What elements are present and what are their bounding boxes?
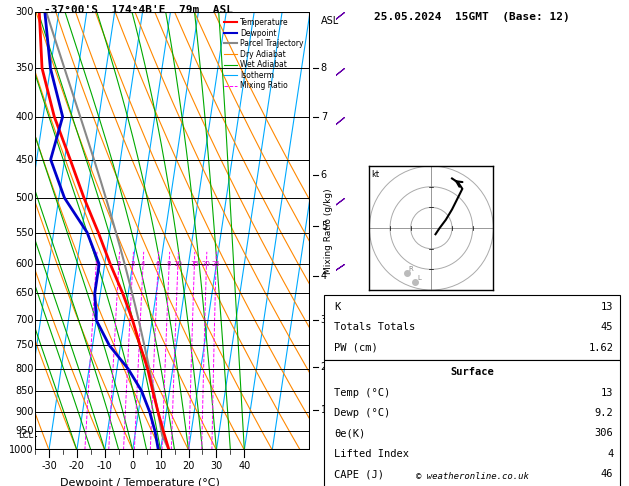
Text: 46: 46	[601, 469, 613, 479]
Text: 1.62: 1.62	[588, 343, 613, 353]
Text: 400: 400	[15, 112, 33, 122]
Text: 600: 600	[15, 259, 33, 269]
Text: -30: -30	[41, 461, 57, 471]
Text: 9.2: 9.2	[594, 408, 613, 418]
Text: Lifted Index: Lifted Index	[334, 449, 409, 459]
Text: 6: 6	[321, 170, 327, 180]
Text: 25.05.2024  15GMT  (Base: 12): 25.05.2024 15GMT (Base: 12)	[374, 12, 570, 22]
Text: θe(K): θe(K)	[334, 428, 365, 438]
Text: 2: 2	[321, 362, 327, 371]
Text: 3: 3	[131, 261, 135, 267]
Text: CAPE (J): CAPE (J)	[334, 469, 384, 479]
Text: -10: -10	[97, 461, 113, 471]
Text: 750: 750	[15, 340, 33, 350]
Bar	[325, 295, 620, 360]
Bar	[325, 360, 620, 486]
Text: Surface: Surface	[450, 367, 494, 377]
Text: PW (cm): PW (cm)	[334, 343, 377, 353]
Text: 13: 13	[601, 387, 613, 398]
Text: 45: 45	[601, 322, 613, 332]
Text: 700: 700	[15, 315, 33, 325]
Legend: Temperature, Dewpoint, Parcel Trajectory, Dry Adiabat, Wet Adiabat, Isotherm, Mi: Temperature, Dewpoint, Parcel Trajectory…	[221, 16, 306, 92]
Text: kt: kt	[372, 170, 379, 179]
Text: © weatheronline.co.uk: © weatheronline.co.uk	[416, 472, 528, 481]
Text: Dewpoint / Temperature (°C): Dewpoint / Temperature (°C)	[60, 479, 220, 486]
Text: 1000: 1000	[9, 445, 33, 455]
Text: 500: 500	[15, 193, 33, 203]
Text: 6: 6	[156, 261, 160, 267]
Text: K: K	[334, 302, 340, 312]
Text: 8: 8	[321, 63, 327, 73]
Text: -20: -20	[69, 461, 85, 471]
Text: 800: 800	[15, 364, 33, 374]
Text: 10: 10	[174, 261, 182, 267]
Text: -37°00'S  174°4B'E  79m  ASL: -37°00'S 174°4B'E 79m ASL	[44, 5, 233, 15]
Text: Totals Totals: Totals Totals	[334, 322, 415, 332]
Text: 1: 1	[94, 261, 99, 267]
Text: 550: 550	[15, 227, 33, 238]
Text: 4: 4	[141, 261, 145, 267]
Text: 950: 950	[15, 426, 33, 436]
Text: 2: 2	[116, 261, 121, 267]
Text: 850: 850	[15, 386, 33, 396]
Text: Temp (°C): Temp (°C)	[334, 387, 390, 398]
Text: Mixing Ratio (g/kg): Mixing Ratio (g/kg)	[325, 188, 333, 274]
Text: 15: 15	[190, 261, 199, 267]
Text: 306: 306	[594, 428, 613, 438]
Text: ASL: ASL	[321, 17, 339, 26]
Text: 30: 30	[210, 461, 223, 471]
Text: 1: 1	[321, 405, 327, 415]
Text: 4: 4	[607, 449, 613, 459]
Text: 450: 450	[15, 155, 33, 164]
Text: 40: 40	[238, 461, 250, 471]
Text: 350: 350	[15, 63, 33, 73]
Text: 13: 13	[601, 302, 613, 312]
Text: 4: 4	[321, 271, 327, 281]
Text: 7: 7	[321, 112, 327, 122]
Text: 20: 20	[202, 261, 211, 267]
Text: 20: 20	[182, 461, 195, 471]
Text: Dewp (°C): Dewp (°C)	[334, 408, 390, 418]
Text: 10: 10	[155, 461, 167, 471]
Text: LCL: LCL	[18, 432, 33, 440]
Text: 8: 8	[167, 261, 171, 267]
Text: 5: 5	[321, 221, 327, 231]
Text: 3: 3	[321, 315, 327, 325]
Text: R: R	[409, 266, 413, 273]
Text: 650: 650	[15, 288, 33, 298]
Text: 900: 900	[15, 407, 33, 417]
Text: L: L	[417, 275, 421, 281]
Text: 25: 25	[211, 261, 220, 267]
Text: 300: 300	[15, 7, 33, 17]
Text: 0: 0	[130, 461, 136, 471]
